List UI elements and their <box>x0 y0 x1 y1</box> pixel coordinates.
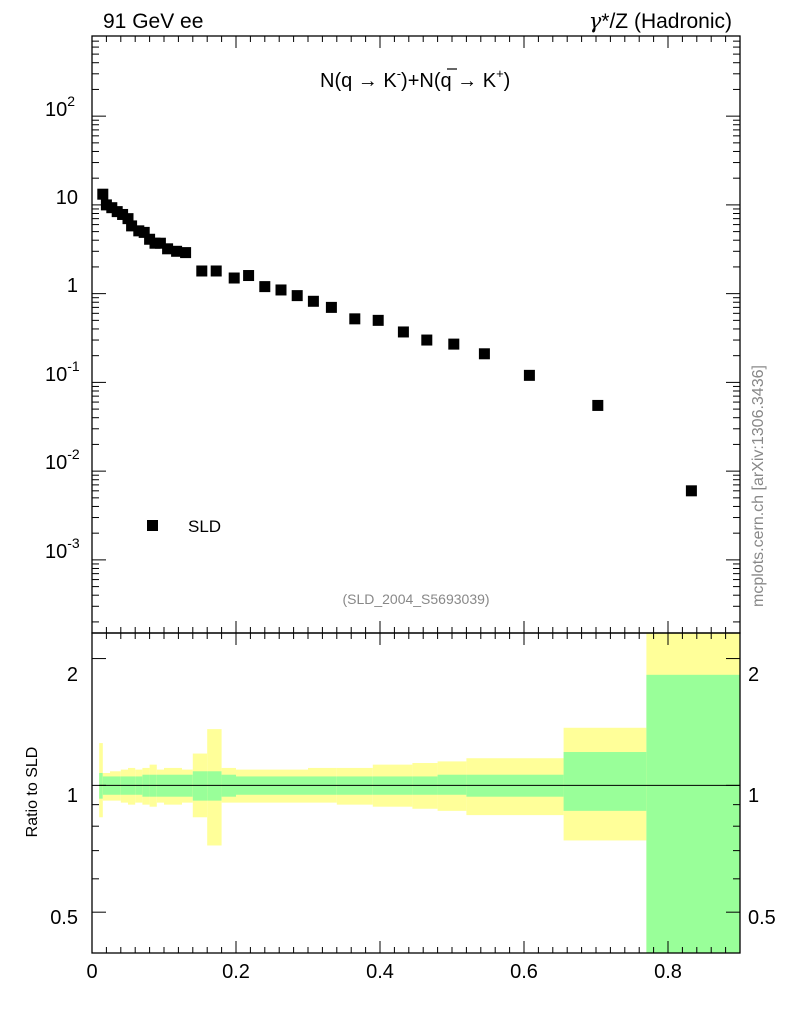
ratio-y-tick-right-1: 1 <box>748 785 759 807</box>
data-point <box>180 247 192 259</box>
band-inner-21 <box>563 752 647 811</box>
data-point <box>685 485 697 497</box>
ratio-y-tick-0.5: 0.5 <box>50 907 78 929</box>
data-point <box>122 213 134 225</box>
data-point <box>291 290 303 302</box>
y-tick-1e-3: 10-3 <box>45 535 80 563</box>
y-tick-1e-1: 10-1 <box>45 358 80 386</box>
ratio-y-tick-1: 1 <box>67 785 78 807</box>
data-point <box>259 281 271 293</box>
left-title: 91 GeV ee <box>103 10 203 33</box>
data-point <box>478 348 490 360</box>
data-point <box>421 334 433 346</box>
data-point <box>448 338 460 350</box>
x-tick-0.6: 0.6 <box>510 961 538 983</box>
side-label: mcplots.cern.ch [arXiv:1306.3436] <box>750 365 767 607</box>
ratio-y-tick-2: 2 <box>67 664 78 686</box>
data-point <box>325 301 337 313</box>
data-point <box>196 265 208 277</box>
data-points <box>97 188 697 497</box>
band-inner-22 <box>646 674 740 953</box>
data-point <box>171 245 183 257</box>
legend-marker-sld <box>147 520 158 531</box>
x-tick-0: 0 <box>86 961 97 983</box>
main-y-tick-labels: 10-3 10-2 10-1 1 10 102 <box>45 93 80 563</box>
main-title: N(q → K-)+N(q → K+) <box>320 66 510 92</box>
band-inner-12 <box>207 771 222 801</box>
y-tick-10: 10 <box>56 187 78 209</box>
y-tick-1e2: 102 <box>45 93 75 121</box>
data-point <box>138 226 150 238</box>
data-point <box>126 220 138 232</box>
right-title-greek: γ <box>589 9 602 33</box>
ratio-bands <box>99 633 740 953</box>
band-inner-11 <box>192 771 208 801</box>
ratio-y-tick-labels-right: 0.5 1 2 <box>748 664 776 929</box>
data-point <box>210 265 222 277</box>
data-point <box>592 399 604 411</box>
axis-ticks <box>91 35 741 954</box>
ratio-frame <box>91 632 741 954</box>
x-tick-0.8: 0.8 <box>654 961 682 983</box>
ratio-y-tick-right-0.5: 0.5 <box>748 907 776 929</box>
data-point <box>97 188 109 200</box>
analysis-id: (SLD_2004_S5693039) <box>342 591 489 607</box>
ratio-y-tick-labels-left: 0.5 1 2 <box>50 664 78 929</box>
data-point <box>228 272 240 284</box>
data-point <box>372 314 384 326</box>
data-point <box>162 243 174 255</box>
ratio-y-tick-right-2: 2 <box>748 664 759 686</box>
x-tick-0.2: 0.2 <box>222 961 250 983</box>
data-point <box>523 369 535 381</box>
data-point <box>275 284 287 296</box>
data-point <box>243 270 255 282</box>
y-tick-1: 1 <box>67 275 78 297</box>
x-tick-0.4: 0.4 <box>366 961 394 983</box>
ratio-ylabel: Ratio to SLD <box>24 747 41 838</box>
right-title: γ*/Z (Hadronic) <box>589 9 732 33</box>
data-point <box>397 326 409 338</box>
data-point <box>349 313 361 325</box>
data-point <box>154 237 166 249</box>
band-inner-19 <box>437 774 467 795</box>
legend-label-sld: SLD <box>188 517 221 536</box>
main-frame <box>91 35 741 634</box>
right-title-rest: */Z (Hadronic) <box>601 10 732 33</box>
data-point <box>307 295 319 307</box>
x-tick-labels: 0 0.2 0.4 0.6 0.8 <box>86 961 681 983</box>
y-tick-1e-2: 10-2 <box>45 446 80 474</box>
